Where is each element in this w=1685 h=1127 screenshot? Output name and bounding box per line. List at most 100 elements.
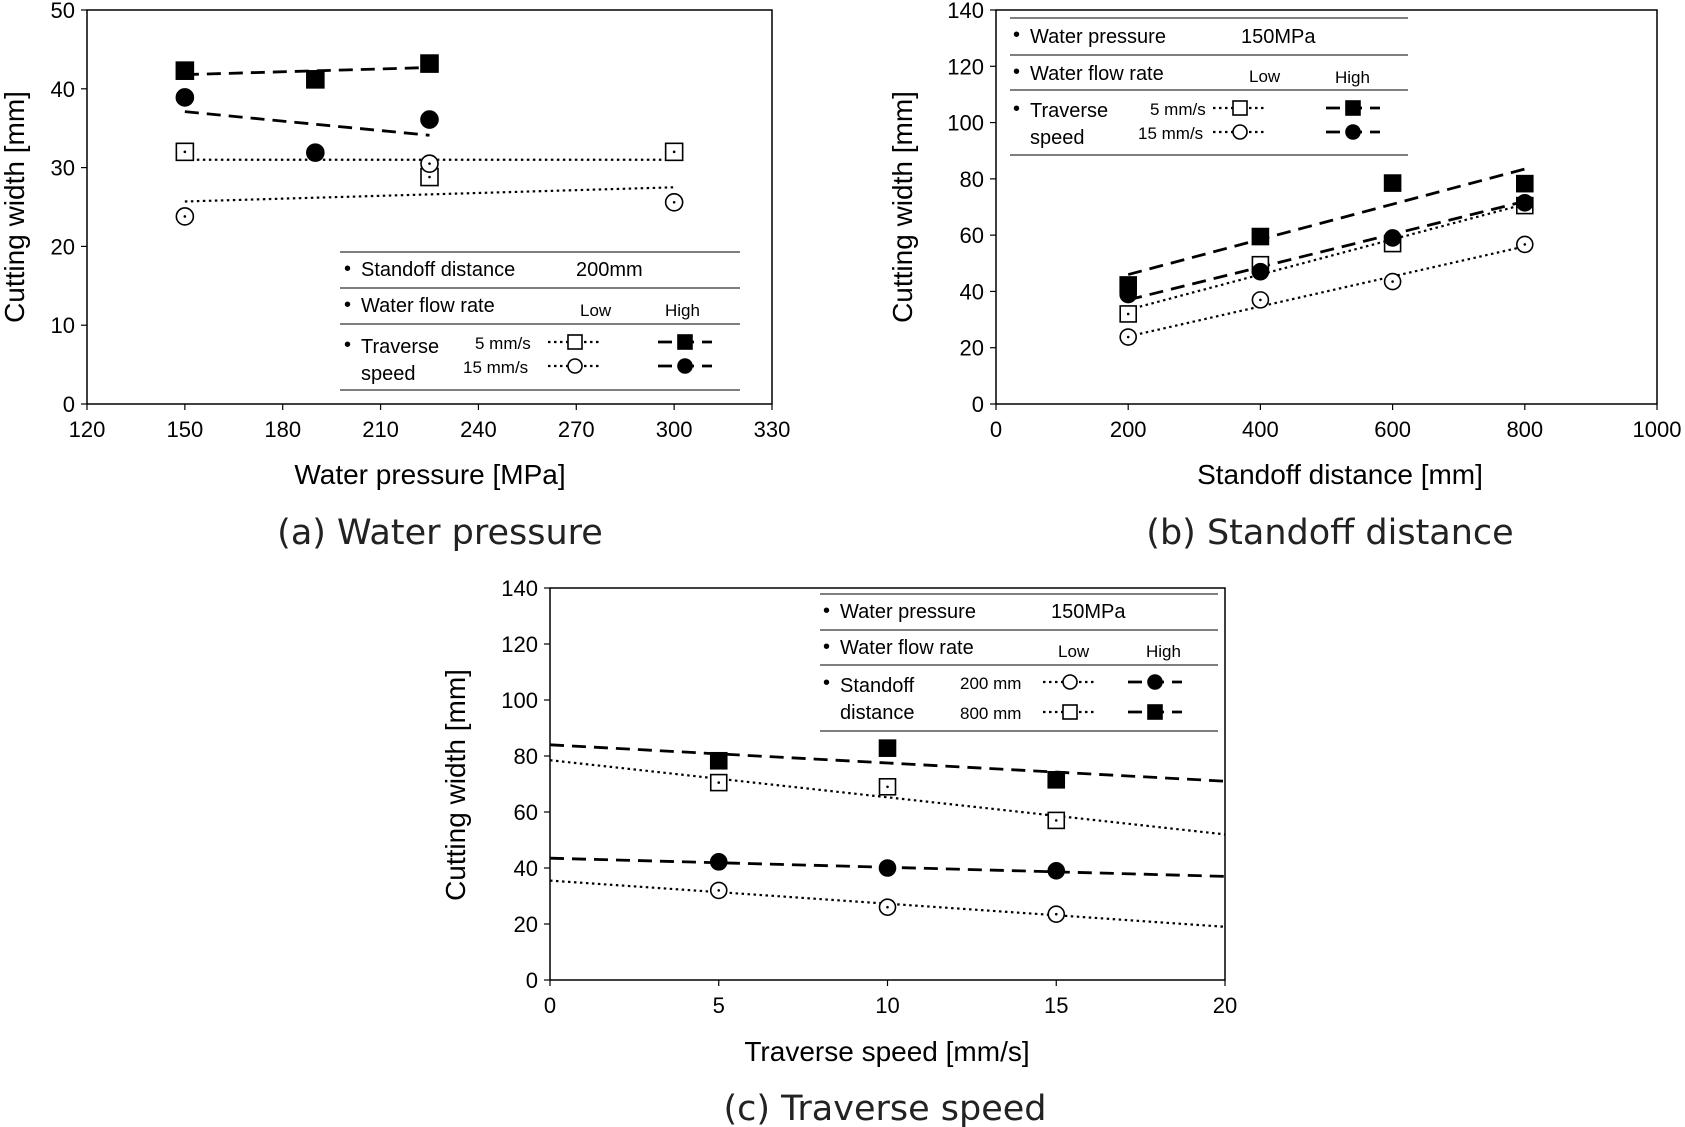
panel-caption: (c) Traverse speed xyxy=(723,1089,1046,1127)
legend-high-header: High xyxy=(1146,642,1181,661)
legend-keys xyxy=(1213,100,1380,140)
data-point-center xyxy=(886,785,889,789)
legend-marker xyxy=(1062,704,1078,720)
legend-keys xyxy=(1043,674,1182,720)
data-point-center xyxy=(1259,298,1262,302)
y-tick-label: 80 xyxy=(960,167,984,192)
legend-sub-label: 15 mm/s xyxy=(463,358,528,377)
legend-box: • Standoff distance 200mm • Water flow r… xyxy=(340,251,740,391)
legend-sub-label: 5 mm/s xyxy=(475,334,531,353)
trend-line xyxy=(1127,200,1526,302)
legend-row-label: Water flow rate xyxy=(840,637,974,659)
y-tick-label: 40 xyxy=(960,279,984,304)
data-point xyxy=(175,88,195,107)
trend-line xyxy=(184,186,675,203)
x-tick-label: 400 xyxy=(1242,417,1279,442)
y-tick-label: 140 xyxy=(947,0,984,23)
panel-caption: (a) Water pressure xyxy=(277,513,603,553)
x-tick-label: 120 xyxy=(69,417,106,442)
legend-row-label: Water pressure xyxy=(1030,26,1166,48)
x-tick-label: 150 xyxy=(166,417,203,442)
legend-bullet: • xyxy=(1013,61,1020,83)
panel-caption: (b) Standoff distance xyxy=(1146,513,1513,553)
axis-ticks: 0 5 10 15 20 0 20 40 60 80 100 120 140 xyxy=(501,576,1237,1018)
data-point xyxy=(1047,770,1066,789)
legend-low-header: Low xyxy=(1058,642,1090,661)
chart-panel-standoff-distance: 0 200 400 600 800 1000 0 20 40 60 80 100 120 140 Stan… xyxy=(887,0,1681,553)
y-tick-label: 0 xyxy=(526,968,538,993)
x-tick-label: 5 xyxy=(713,993,725,1018)
data-markers xyxy=(709,739,1066,924)
data-markers xyxy=(1119,174,1534,346)
data-point xyxy=(709,751,728,770)
x-tick-label: 20 xyxy=(1213,993,1237,1018)
legend-bullet: • xyxy=(823,636,830,658)
x-tick-label: 0 xyxy=(544,993,556,1018)
y-axis-label: Cutting width [mm] xyxy=(887,91,918,323)
legend-marker xyxy=(567,334,583,350)
legend-bullet: • xyxy=(344,294,351,316)
y-tick-label: 80 xyxy=(514,744,538,769)
legend-bullet: • xyxy=(1013,24,1020,46)
chart-panel-water-pressure: 120 150 180 210 240 270 300 330 0 10 20 30 40 50 Wate… xyxy=(0,0,790,553)
data-point xyxy=(306,143,325,162)
trend-line xyxy=(1127,203,1526,311)
x-tick-label: 0 xyxy=(990,417,1002,442)
plot-frame xyxy=(995,9,1658,405)
x-tick-label: 800 xyxy=(1506,417,1543,442)
legend-marker xyxy=(677,334,693,350)
trend-line xyxy=(1127,245,1526,338)
y-tick-label: 0 xyxy=(972,392,984,417)
legend-low-header: Low xyxy=(1249,67,1281,86)
x-axis-label: Water pressure [MPa] xyxy=(294,459,565,490)
legend-sub-label: 800 mm xyxy=(960,704,1021,723)
x-tick-label: 600 xyxy=(1374,417,1411,442)
y-tick-label: 40 xyxy=(51,77,75,102)
data-point xyxy=(1383,174,1402,192)
legend-marker xyxy=(1147,704,1163,720)
data-point xyxy=(878,739,897,757)
data-point xyxy=(175,61,195,80)
trend-line xyxy=(549,759,1226,836)
legend-row-label-cont: speed xyxy=(361,363,416,385)
data-point-center xyxy=(428,175,431,179)
legend-sub-label: 15 mm/s xyxy=(1138,124,1203,143)
x-tick-label: 210 xyxy=(362,417,399,442)
data-markers xyxy=(175,54,684,226)
legend-marker xyxy=(677,358,693,374)
data-point-center xyxy=(1391,280,1394,283)
y-tick-label: 0 xyxy=(63,392,75,417)
legend-row-value: 200mm xyxy=(576,259,643,281)
x-tick-label: 10 xyxy=(875,993,899,1018)
trend-line xyxy=(184,110,430,137)
data-point-center xyxy=(717,889,721,892)
legend-marker xyxy=(567,358,583,374)
y-axis-label: Cutting width [mm] xyxy=(0,91,30,323)
x-tick-label: 15 xyxy=(1044,993,1068,1018)
legend-row-label-cont: distance xyxy=(840,702,915,724)
y-tick-label: 50 xyxy=(51,0,75,23)
legend-bullet: • xyxy=(344,258,351,280)
y-tick-label: 30 xyxy=(51,156,75,181)
x-tick-label: 270 xyxy=(558,417,595,442)
legend-low-header: Low xyxy=(580,301,612,320)
legend-sub-label: 5 mm/s xyxy=(1150,100,1206,119)
plot-frame xyxy=(86,9,773,405)
data-point-center xyxy=(672,150,676,154)
data-point xyxy=(1516,174,1534,193)
data-point xyxy=(1251,262,1270,281)
y-tick-label: 120 xyxy=(947,54,984,79)
data-point xyxy=(306,70,325,89)
data-point xyxy=(878,859,897,877)
data-point-center xyxy=(672,200,676,204)
legend-marker xyxy=(1147,674,1163,690)
data-point xyxy=(709,853,728,871)
x-axis-label: Standoff distance [mm] xyxy=(1197,459,1483,490)
data-point-center xyxy=(1054,819,1058,822)
legend-bullet: • xyxy=(823,600,830,622)
x-tick-label: 330 xyxy=(754,417,791,442)
legend-marker xyxy=(1345,100,1361,116)
legend-row-label: Water flow rate xyxy=(1030,63,1164,85)
y-tick-label: 20 xyxy=(514,912,538,937)
